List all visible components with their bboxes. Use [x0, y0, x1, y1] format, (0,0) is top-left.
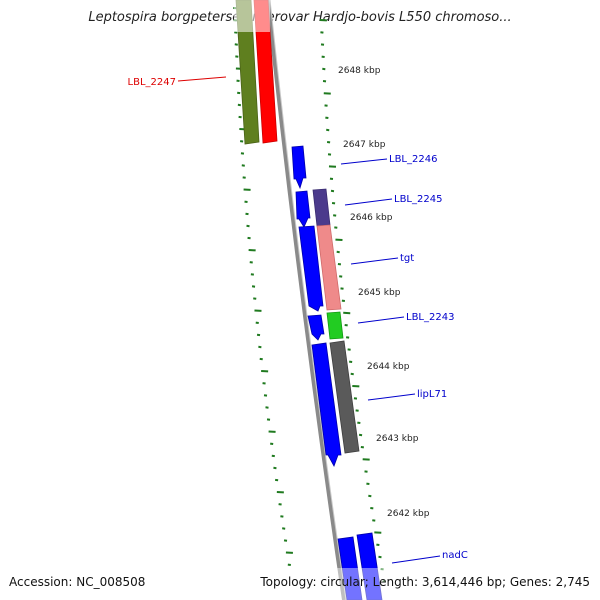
gene-feature-lbl-2243-rna[interactable]	[326, 311, 344, 340]
scale-labels: 2648 kbp 2647 kbp 2646 kbp 2645 kbp 2644 kbp…	[338, 66, 430, 519]
scale-label: 2642 kbp	[387, 509, 430, 519]
gene-label-leader	[367, 393, 416, 401]
gene-label-leader	[357, 316, 405, 324]
gene-label-leader	[344, 198, 393, 206]
gene-feature-nadC-b[interactable]	[356, 532, 383, 600]
gene-label-leader	[340, 158, 388, 165]
gene-label-leader	[391, 555, 441, 564]
feature-fade-bottom	[336, 568, 386, 600]
gene-feature-lbl-2245[interactable]	[295, 190, 311, 228]
gene-label[interactable]: lipL71	[417, 389, 447, 400]
backbone-arc-highlight	[269, 0, 347, 600]
gene-label-leader	[177, 76, 227, 82]
gene-label[interactable]: tgt	[400, 253, 414, 264]
accession-text: Accession: NC_008508	[9, 575, 146, 589]
scale-label: 2645 kbp	[358, 288, 401, 298]
gene-feature-lbl-2245-rna[interactable]	[312, 188, 331, 227]
gene-feature-lbl-2243[interactable]	[307, 314, 325, 341]
gene-label[interactable]: LBL_2246	[389, 154, 437, 165]
gene-label-leader	[350, 257, 399, 265]
scale-label: 2646 kbp	[350, 213, 393, 223]
gene-feature-lbl-2247-cds[interactable]	[235, 0, 260, 145]
outer-tick-marks	[319, 19, 386, 583]
scale-label: 2647 kbp	[343, 140, 386, 150]
scale-label: 2644 kbp	[367, 362, 410, 372]
scale-label: 2643 kbp	[376, 434, 419, 444]
gene-feature-tgt[interactable]	[298, 225, 324, 312]
gene-feature-lbl-2247-gene[interactable]	[253, 0, 278, 144]
gene-feature-lbl-2246[interactable]	[291, 145, 307, 190]
gene-label[interactable]: LBL_2243	[406, 312, 454, 323]
gene-feature-lipL71-rna[interactable]	[329, 340, 360, 454]
gene-label[interactable]: LBL_2247	[128, 77, 176, 88]
gene-feature-tgt-rna[interactable]	[316, 224, 342, 311]
backbone-arc	[266, 0, 346, 600]
gene-label[interactable]: LBL_2245	[394, 194, 442, 205]
map-title: Leptospira borgpetersenii serovar Hardjo…	[88, 10, 512, 25]
gene-feature-nadC-a[interactable]	[337, 536, 363, 600]
gene-label[interactable]: nadC	[442, 550, 468, 561]
topology-summary: Topology: circular; Length: 3,614,446 bp…	[260, 575, 590, 589]
feature-fade	[234, 0, 270, 32]
gene-feature-lipL71[interactable]	[311, 342, 342, 467]
scale-label: 2648 kbp	[338, 66, 381, 76]
